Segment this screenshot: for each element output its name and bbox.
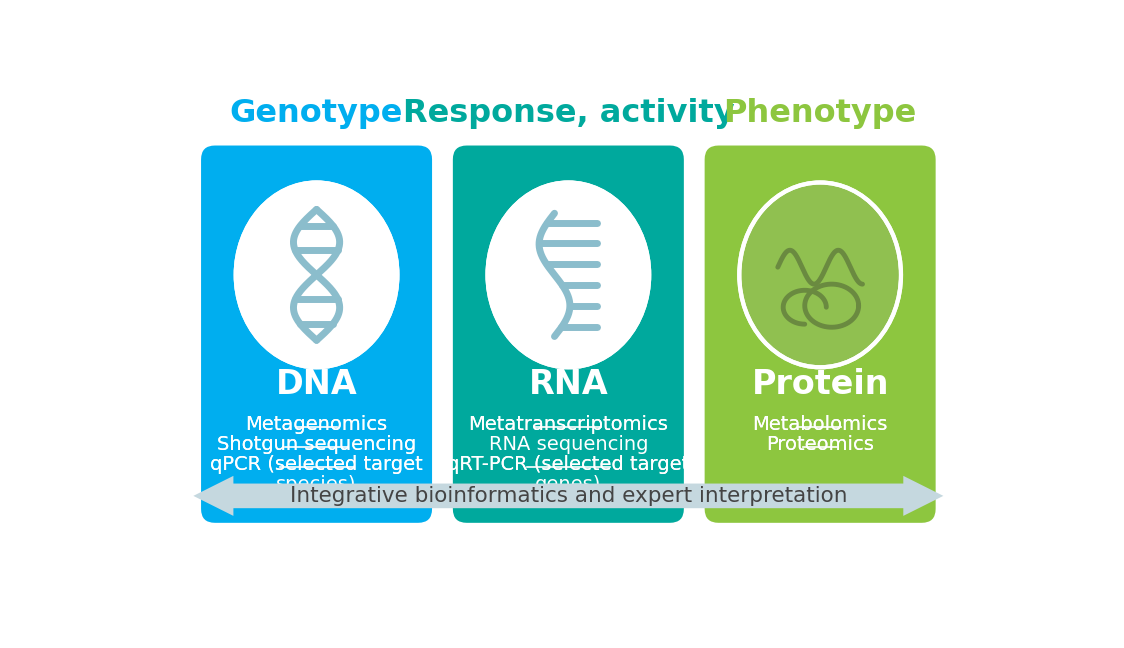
Text: Integrative bioinformatics and expert interpretation: Integrative bioinformatics and expert in… — [290, 486, 847, 506]
Ellipse shape — [740, 183, 901, 367]
Text: RNA sequencing: RNA sequencing — [489, 435, 649, 454]
Text: species): species) — [277, 475, 356, 494]
Text: qRT-PCR (selected target: qRT-PCR (selected target — [447, 455, 689, 474]
Text: Metabolomics: Metabolomics — [752, 415, 888, 434]
Text: Genotype: Genotype — [230, 98, 404, 128]
Ellipse shape — [236, 183, 398, 367]
Text: Response, activity: Response, activity — [402, 98, 734, 128]
Polygon shape — [193, 476, 943, 516]
Text: Metagenomics: Metagenomics — [245, 415, 388, 434]
Text: Shotgun sequencing: Shotgun sequencing — [217, 435, 416, 454]
Text: Metabolomics: Metabolomics — [752, 415, 888, 434]
Text: Metatranscriptomics: Metatranscriptomics — [469, 415, 669, 434]
Ellipse shape — [488, 183, 650, 367]
FancyBboxPatch shape — [705, 146, 935, 523]
Text: DNA: DNA — [275, 367, 357, 400]
FancyBboxPatch shape — [453, 146, 683, 523]
Text: Metagenomics: Metagenomics — [245, 415, 388, 434]
Text: qRT-PCR (selected target: qRT-PCR (selected target — [447, 455, 689, 474]
Text: Metatranscriptomics: Metatranscriptomics — [469, 415, 669, 434]
Text: qPCR (selected target: qPCR (selected target — [210, 455, 423, 474]
Text: RNA: RNA — [528, 367, 608, 400]
Text: genes): genes) — [535, 475, 601, 494]
Text: Proteomics: Proteomics — [767, 435, 874, 454]
Text: Protein: Protein — [751, 367, 889, 400]
FancyBboxPatch shape — [201, 146, 432, 523]
Text: Shotgun sequencing: Shotgun sequencing — [217, 435, 416, 454]
Text: Phenotype: Phenotype — [724, 98, 917, 128]
Text: qPCR (selected target: qPCR (selected target — [210, 455, 423, 474]
Text: Proteomics: Proteomics — [767, 435, 874, 454]
